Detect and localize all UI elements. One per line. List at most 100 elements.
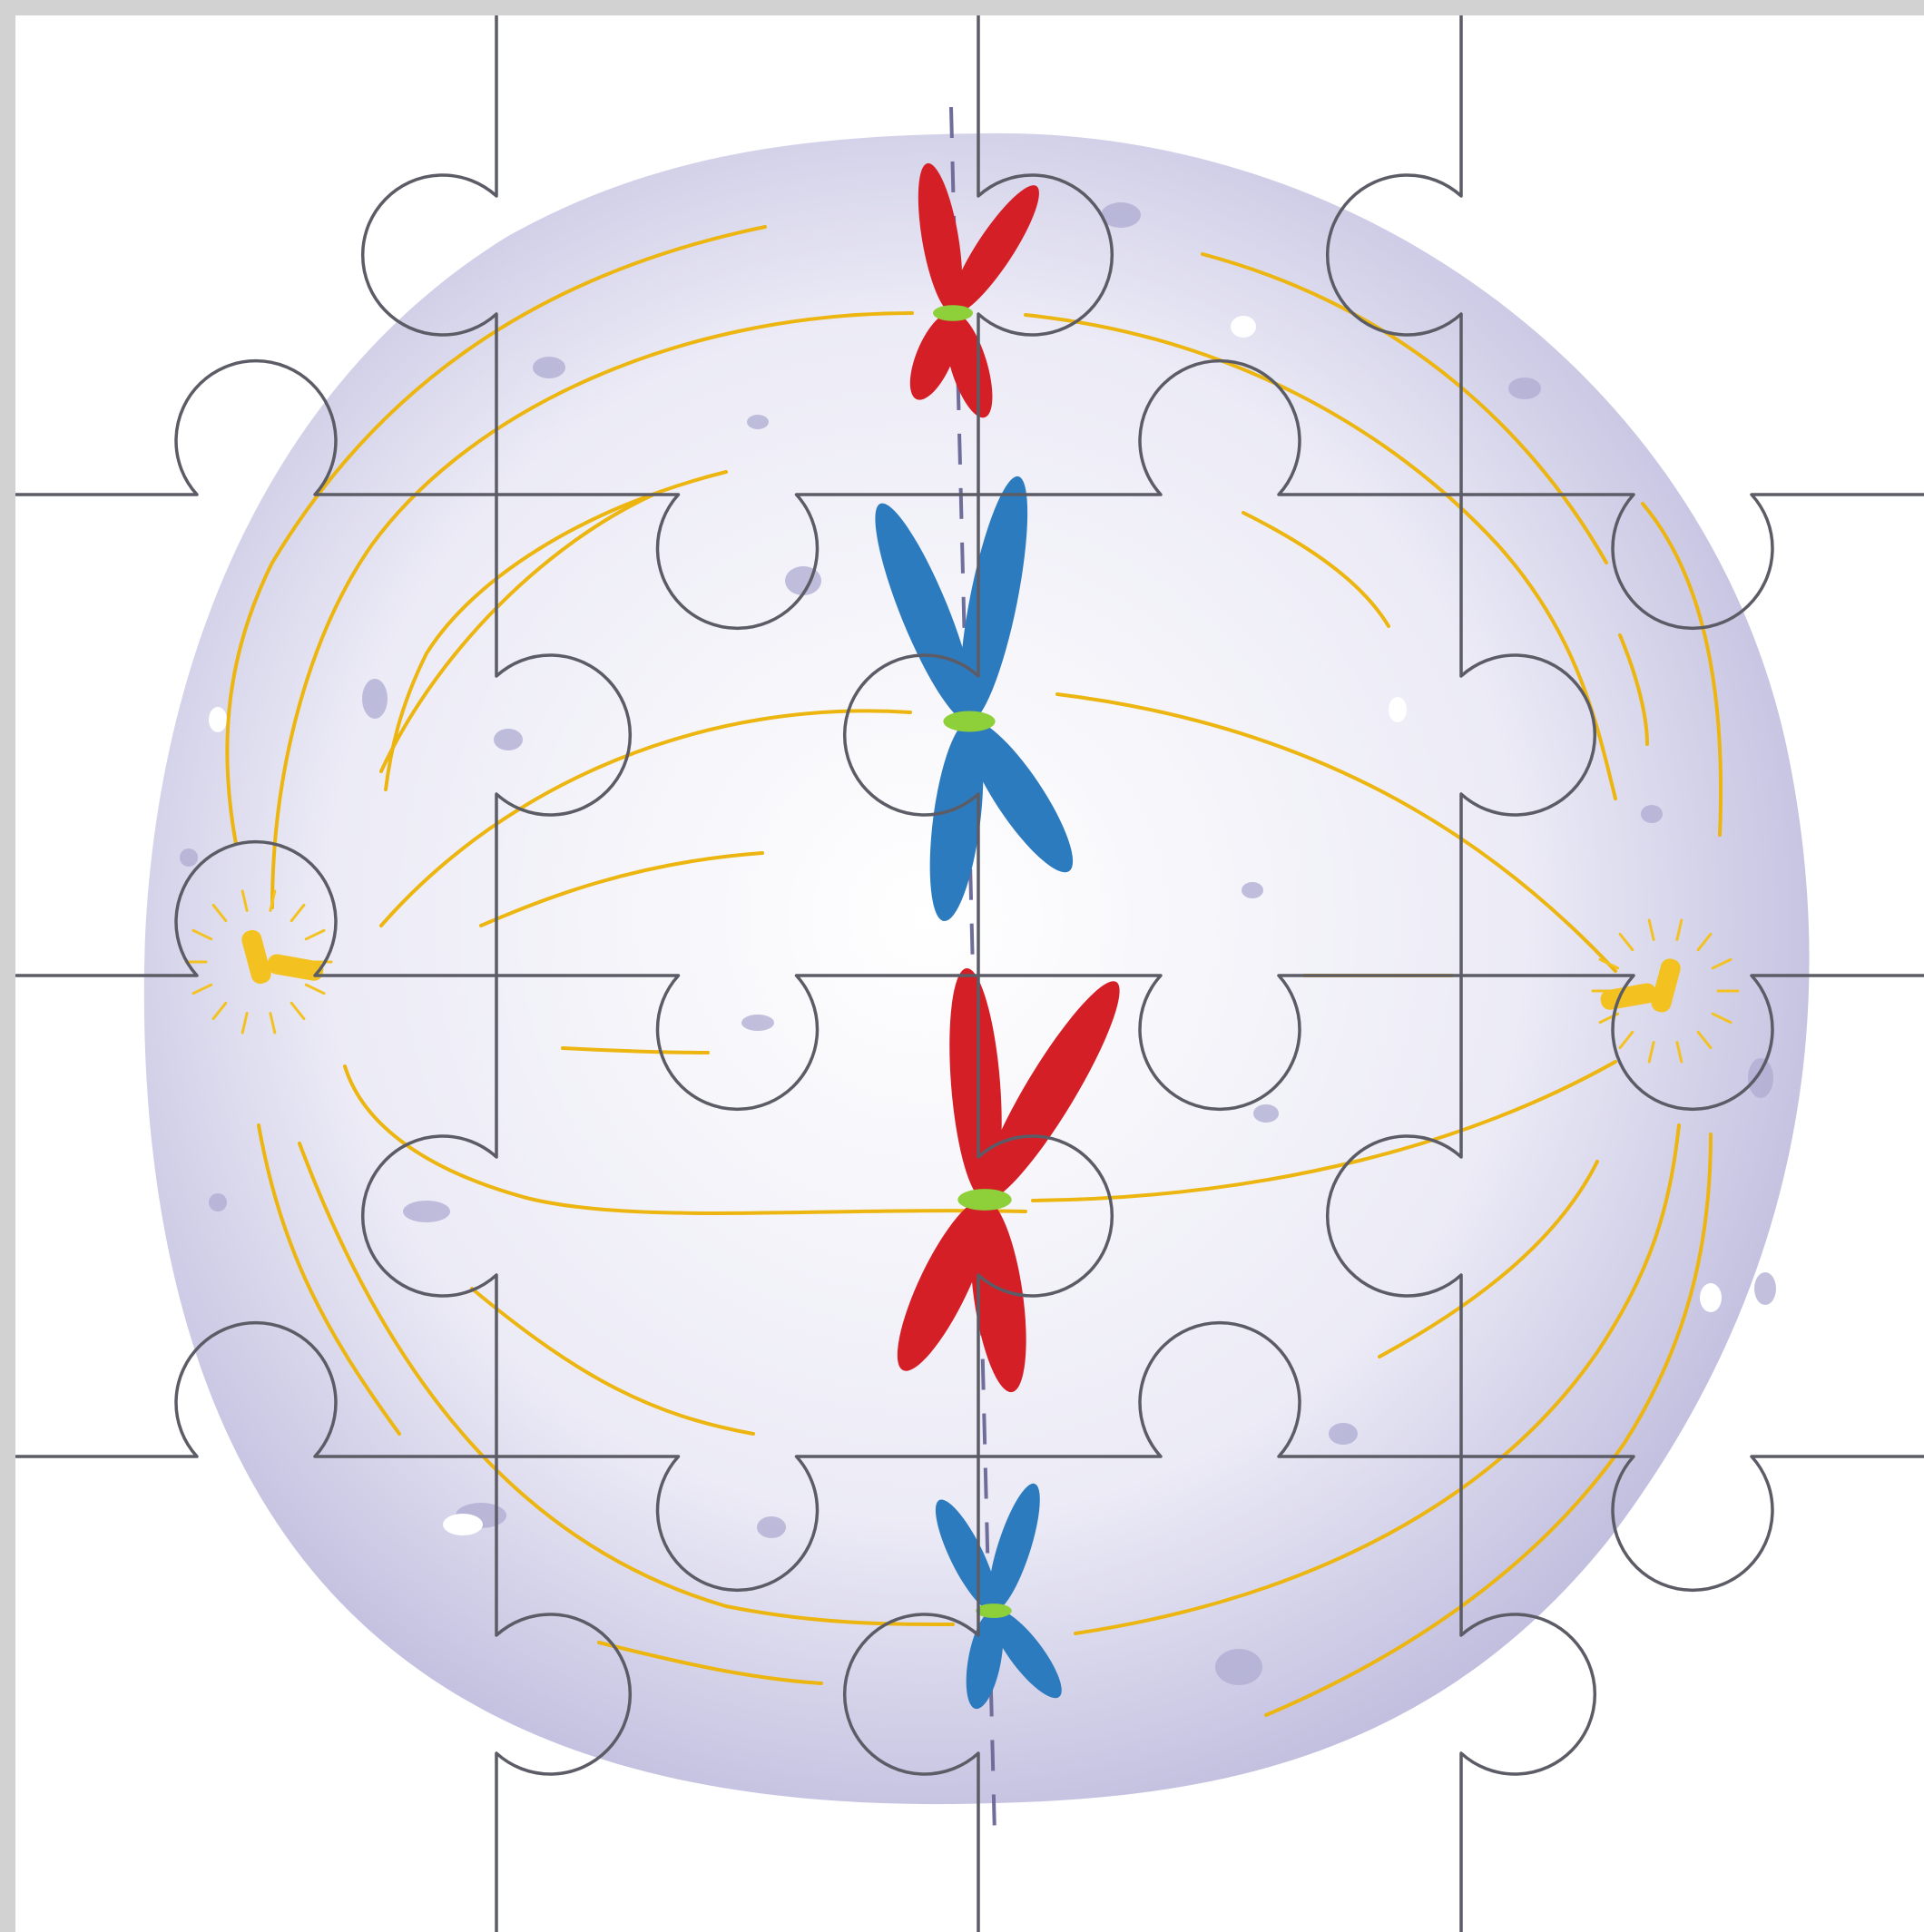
chromatid-arm [970,1199,1026,1393]
speckle [494,729,523,750]
centriole [241,929,271,985]
puzzle-seam-vertical [1326,14,1596,1932]
chromatid-arm [897,1199,991,1371]
aster-ray [1696,932,1713,952]
aster-ray [1711,957,1733,970]
centriole [267,954,324,981]
cell-illustration [143,106,1810,1836]
speckle [362,679,388,719]
aster-ray [1598,957,1620,970]
spindle-fiber [597,1641,823,1685]
spindle-fiber [470,1287,755,1436]
aster-ray [290,1001,306,1021]
aster-ray [1711,1012,1733,1025]
spindle-fiber [1641,502,1723,837]
spindle-fiber [1074,1123,1681,1635]
puzzle-piece-outlines[interactable] [14,14,1924,1932]
spindle-fiber [561,1046,710,1054]
chromatid-arm [950,185,1039,314]
aster-ray [211,903,228,923]
speckle-highlight [1700,1283,1722,1312]
speckle [1641,805,1663,823]
speckle [403,1201,450,1222]
chromatid-arm [966,1610,1004,1710]
spindle-fiber [1264,1133,1713,1717]
aster-ray [1618,932,1634,952]
frame-top [0,0,1924,15]
chromatid-arm [965,720,1074,873]
speckle [1329,1423,1358,1445]
speckle [741,1015,774,1031]
speckle [533,357,565,378]
spindle-fiber [479,851,764,927]
puzzle-seam-vertical [361,14,632,1932]
speckle [1215,1649,1262,1685]
centrosome-icon [1591,918,1740,1064]
aster-ray [1675,1041,1684,1064]
aster-ray [290,903,306,923]
speckle [747,415,769,429]
speckle-highlight [1231,316,1256,338]
speckle [180,848,198,867]
chromatid-arm [988,1483,1040,1612]
spindle-fiber [1201,252,1608,564]
aster-ray [1618,1030,1634,1050]
spindle-fiber [298,1142,955,1626]
aster-ray [240,1012,249,1035]
spindle-fiber [384,470,728,791]
spindle-fiber [1242,511,1390,628]
cytoplasm-speckles [180,202,1776,1685]
speckle [1748,1058,1773,1098]
speckle-highlight [1389,697,1407,722]
aster-ray [304,983,326,995]
chromatid-arm [935,1499,998,1612]
speckle [1754,1272,1776,1305]
speckle-highlight [209,707,227,732]
metaphase-plate-line [949,106,996,1836]
spindle-fiber [1618,633,1649,746]
centromere [976,1603,1012,1618]
spindle-fiber [257,1123,401,1436]
frame-left [0,0,15,1932]
spindle-fiber [379,709,912,927]
centromere [943,711,996,732]
spindle-fiber [1031,1060,1617,1202]
speckle [757,1516,786,1538]
centromere [933,305,973,321]
aster-ray [191,983,213,995]
spindle-fiber [1378,1160,1599,1358]
centriole [1600,983,1657,1010]
aster-ray [240,889,249,912]
aster-ray [269,1012,277,1035]
spindle-fiber [225,225,767,846]
chromatid-arm [929,721,984,922]
aster-ray [1647,918,1655,941]
chromatid-arm [875,503,975,722]
centrosome-icon [184,889,333,1035]
chromatid-arm [918,162,963,314]
speckle [209,1193,227,1211]
puzzle-seam-vertical [843,14,1114,1932]
aster-ray [304,928,326,941]
spindle-fibers [225,225,1723,1717]
spindle-fiber [343,1064,1027,1215]
aster-ray [1675,918,1684,941]
speckle [1242,882,1263,898]
spindle-fiber [1055,692,1617,973]
centromere [957,1189,1012,1211]
speckle [1101,202,1141,228]
aster-ray [1647,1041,1655,1064]
chromatid-arm [949,967,1002,1201]
spindle-fiber [270,311,914,909]
aster-ray [1696,1030,1713,1050]
aster-ray [191,928,213,941]
speckle [1253,1104,1279,1123]
speckle [1508,378,1541,399]
centriole [1651,958,1681,1013]
aster-ray [269,889,277,912]
chromatid-arm [945,312,993,418]
aster-ray [211,1001,228,1021]
chromatid-arm [991,1609,1062,1699]
